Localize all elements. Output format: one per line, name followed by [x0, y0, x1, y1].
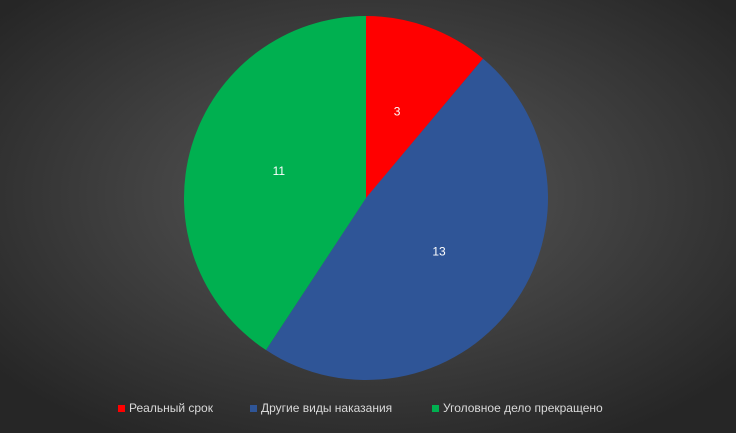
data-label: 3: [394, 105, 401, 119]
legend-label: Реальный срок: [129, 401, 214, 415]
pie-slice: [265, 58, 548, 380]
data-label: 13: [432, 245, 446, 259]
legend-label: Уголовное дело прекращено: [443, 401, 603, 415]
pie-slice: [184, 16, 366, 351]
legend-swatch: [432, 405, 439, 412]
legend-label: Другие виды наказания: [261, 401, 392, 415]
legend-swatch: [118, 405, 125, 412]
pie-slice: [366, 16, 483, 198]
data-label: 11: [273, 164, 286, 178]
legend-swatch: [250, 405, 257, 412]
